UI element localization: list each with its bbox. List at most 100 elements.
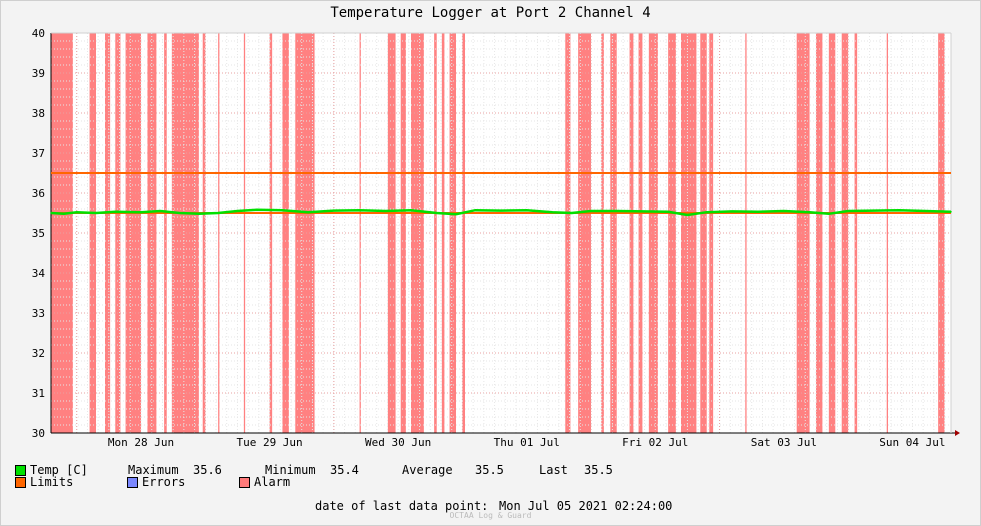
alarm-band-40 — [938, 33, 945, 433]
series-point — [615, 210, 618, 212]
series-point — [50, 212, 52, 214]
alarm-band-36 — [828, 33, 836, 433]
x-tick-label: Sun 04 Jul — [879, 436, 945, 449]
stat-maximum-label: Maximum — [128, 463, 179, 477]
alarm-band-37 — [841, 33, 849, 433]
legend-swatch-temp — [15, 465, 26, 476]
series-point — [950, 211, 952, 213]
series-point — [525, 209, 528, 211]
alarm-band-1 — [89, 33, 96, 433]
last-data-point-label: date of last data point: — [315, 499, 489, 513]
series-point — [898, 209, 901, 211]
alarm-band-27 — [638, 33, 643, 433]
alarm-band-21 — [462, 33, 465, 433]
y-tick-label: 36 — [32, 187, 45, 200]
series-point — [667, 211, 669, 213]
series-point — [757, 211, 759, 213]
grid-layer — [51, 32, 951, 434]
series-point — [500, 209, 502, 212]
chart-title: Temperature Logger at Port 2 Channel 4 — [330, 5, 651, 21]
series-point — [63, 213, 65, 215]
y-tick-label: 32 — [32, 347, 45, 360]
alarm-band-34 — [796, 33, 810, 433]
x-tick-label: Tue 29 Jun — [236, 436, 302, 449]
stat-average-value: 35.5 — [475, 463, 504, 477]
series-point — [435, 212, 438, 214]
series-point — [178, 212, 181, 214]
series-point — [924, 210, 927, 212]
alarm-band-28 — [648, 33, 658, 433]
series-point — [641, 210, 644, 213]
legend-label-limits: Limits — [30, 475, 74, 489]
alarm-band-33 — [745, 33, 747, 433]
alarm-band-24 — [601, 33, 604, 433]
x-axis-arrow — [955, 430, 960, 436]
y-tick-label: 31 — [32, 387, 45, 400]
series-point — [847, 210, 849, 212]
alarm-band-5 — [147, 33, 157, 433]
stat-minimum-label: Minimum — [265, 463, 316, 477]
alarm-band-39 — [886, 33, 888, 433]
y-tick-label: 40 — [32, 27, 45, 40]
series-point — [198, 213, 200, 215]
legend-label-errors: Errors — [142, 475, 186, 489]
series-point — [570, 212, 573, 214]
y-tick-label: 39 — [32, 67, 45, 80]
alarm-band-15 — [387, 33, 396, 433]
x-tick-label: Sat 03 Jul — [751, 436, 817, 449]
series-point — [783, 210, 785, 212]
series-point — [358, 209, 361, 211]
series-point — [731, 210, 734, 213]
y-tick-label: 35 — [32, 227, 45, 240]
legend-swatch-errors — [127, 477, 138, 488]
series-point — [255, 209, 258, 211]
legend-label-temp: Temp [C] — [30, 463, 88, 477]
y-tick-label: 37 — [32, 147, 45, 160]
alarm-band-9 — [218, 33, 220, 433]
x-tick-label: Mon 28 Jun — [108, 436, 174, 449]
x-tick-label: Wed 30 Jun — [365, 436, 431, 449]
watermark: OCTAA Log & Guard — [449, 511, 532, 520]
series-point — [705, 211, 708, 213]
legend-swatch-alarm — [239, 477, 250, 488]
series-point — [333, 209, 335, 212]
series-point — [217, 212, 219, 214]
stat-last-value: 35.5 — [584, 463, 613, 477]
series-point — [455, 213, 457, 215]
tick-labels: 30 31 32 33 34 35 36 37 38 39 40 Mon 28 Jun Tue 29 J… — [32, 27, 946, 449]
alarm-band-23 — [578, 33, 591, 433]
series-point — [551, 211, 554, 213]
series-point — [808, 211, 811, 213]
alarm-band-10 — [243, 33, 246, 433]
alarm-band-19 — [441, 33, 445, 433]
series-point — [686, 214, 689, 216]
x-tick-label: Thu 01 Jul — [494, 436, 560, 449]
alarm-band-20 — [449, 33, 456, 433]
alarm-band-30 — [681, 33, 697, 433]
series-point — [236, 210, 239, 212]
series-point — [114, 211, 117, 213]
series-point — [307, 211, 309, 213]
y-tick-label: 34 — [32, 267, 46, 280]
series-point — [95, 212, 97, 214]
stat-minimum-value: 35.4 — [330, 463, 359, 477]
series-point — [281, 209, 284, 211]
alarm-band-0 — [51, 33, 73, 433]
series-point — [410, 209, 412, 211]
axes-layer — [50, 32, 960, 436]
x-tick-label: Fri 02 Jul — [622, 436, 688, 449]
series-point — [384, 210, 387, 212]
y-tick-label: 38 — [32, 107, 45, 120]
legend-label-alarm: Alarm — [254, 475, 291, 489]
alarm-band-25 — [610, 33, 617, 433]
alarm-band-4 — [125, 33, 141, 433]
last-data-point-value: Mon Jul 05 2021 02:24:00 — [499, 499, 673, 513]
alarm-band-13 — [295, 33, 315, 433]
stat-average-label: Average — [402, 463, 453, 477]
stat-last-label: Last — [539, 463, 568, 477]
series-point — [75, 211, 78, 213]
series-layer — [50, 208, 952, 217]
y-tick-label: 33 — [32, 307, 45, 320]
series-point — [873, 209, 875, 212]
